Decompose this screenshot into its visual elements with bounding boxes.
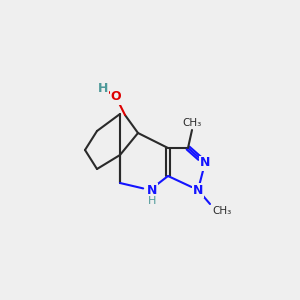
Text: H: H — [148, 196, 156, 206]
Text: CH₃: CH₃ — [182, 118, 202, 128]
Text: CH₃: CH₃ — [212, 206, 231, 216]
Text: N: N — [147, 184, 157, 196]
Text: O: O — [111, 91, 121, 103]
Text: N: N — [200, 157, 210, 169]
Text: N: N — [193, 184, 203, 196]
Text: H: H — [98, 82, 108, 94]
